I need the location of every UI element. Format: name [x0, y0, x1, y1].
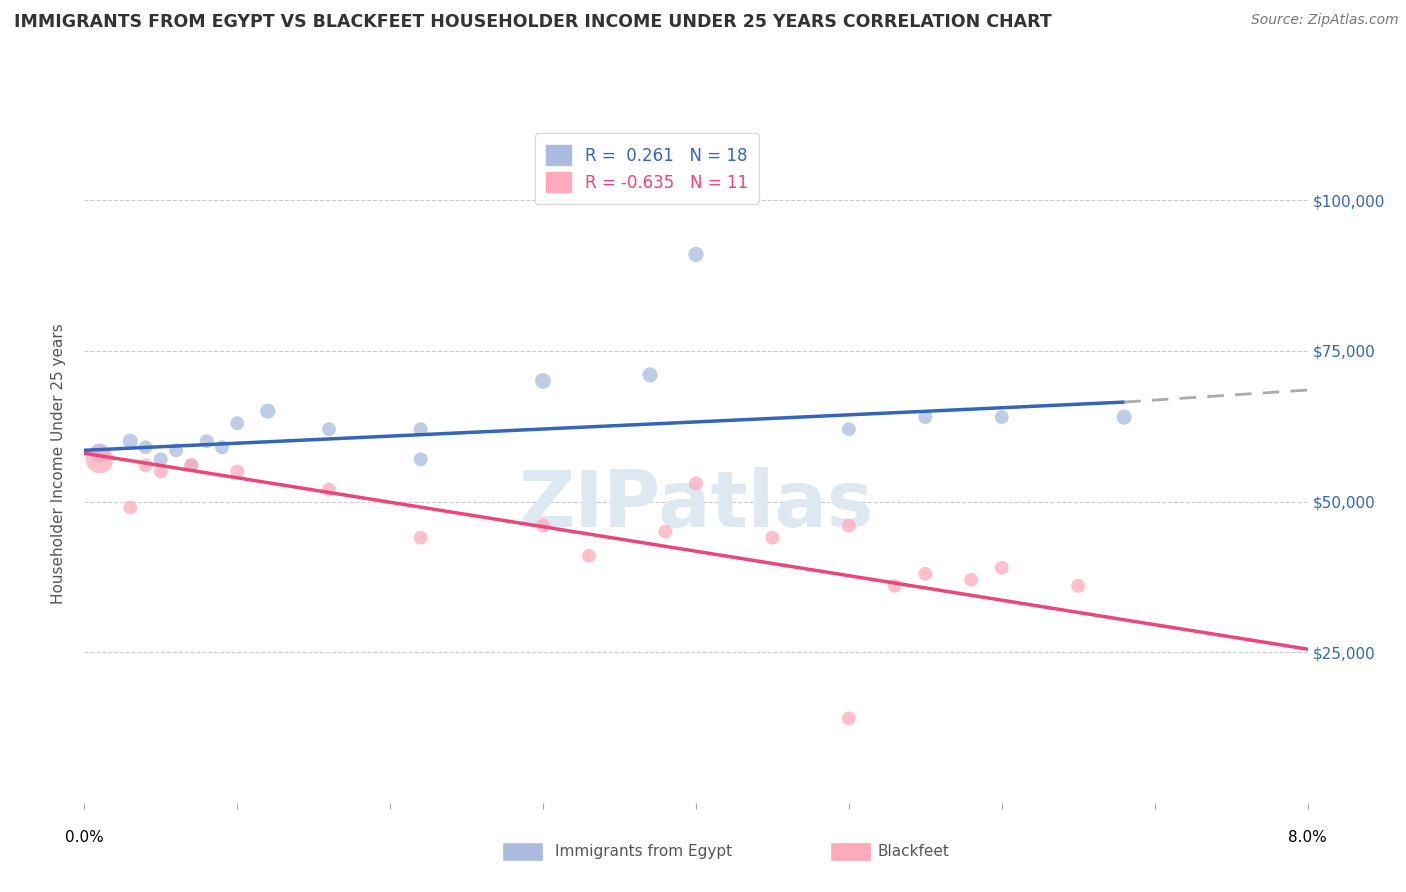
Point	[257, 404, 280, 418]
Point	[838, 711, 860, 725]
Point	[685, 247, 707, 261]
Point	[165, 443, 187, 458]
Point	[685, 476, 707, 491]
Point	[838, 518, 860, 533]
Text: ZIPatlas: ZIPatlas	[519, 467, 873, 542]
Point	[838, 422, 860, 436]
Point	[226, 464, 249, 478]
Legend: R =  0.261   N = 18, R = -0.635   N = 11: R = 0.261 N = 18, R = -0.635 N = 11	[534, 133, 759, 204]
Point	[883, 579, 905, 593]
Text: Blackfeet: Blackfeet	[877, 844, 949, 859]
Point	[120, 434, 142, 449]
Point	[409, 531, 432, 545]
Point	[578, 549, 600, 563]
Point	[135, 458, 157, 473]
Point	[226, 416, 249, 430]
Point	[120, 500, 142, 515]
Point	[180, 458, 202, 473]
Point	[761, 531, 783, 545]
Point	[135, 440, 157, 454]
Point	[211, 440, 233, 454]
Text: Source: ZipAtlas.com: Source: ZipAtlas.com	[1251, 13, 1399, 28]
Point	[409, 452, 432, 467]
Bar	[503, 844, 543, 861]
Point	[531, 374, 554, 388]
Point	[1114, 410, 1136, 425]
Point	[409, 422, 432, 436]
Point	[914, 566, 936, 581]
Text: IMMIGRANTS FROM EGYPT VS BLACKFEET HOUSEHOLDER INCOME UNDER 25 YEARS CORRELATION: IMMIGRANTS FROM EGYPT VS BLACKFEET HOUSE…	[14, 13, 1052, 31]
Point	[195, 434, 218, 449]
Point	[149, 452, 172, 467]
Text: Immigrants from Egypt: Immigrants from Egypt	[555, 844, 733, 859]
Point	[89, 446, 111, 460]
Point	[654, 524, 676, 539]
Point	[318, 483, 340, 497]
Point	[991, 410, 1014, 425]
Text: 0.0%: 0.0%	[65, 830, 104, 845]
Point	[318, 422, 340, 436]
Point	[531, 518, 554, 533]
Point	[1067, 579, 1090, 593]
Text: 8.0%: 8.0%	[1288, 830, 1327, 845]
Bar	[831, 844, 870, 861]
Y-axis label: Householder Income Under 25 years: Householder Income Under 25 years	[51, 324, 66, 604]
Point	[638, 368, 661, 382]
Point	[149, 464, 172, 478]
Point	[180, 458, 202, 473]
Point	[89, 452, 111, 467]
Point	[960, 573, 983, 587]
Point	[991, 561, 1014, 575]
Point	[914, 410, 936, 425]
